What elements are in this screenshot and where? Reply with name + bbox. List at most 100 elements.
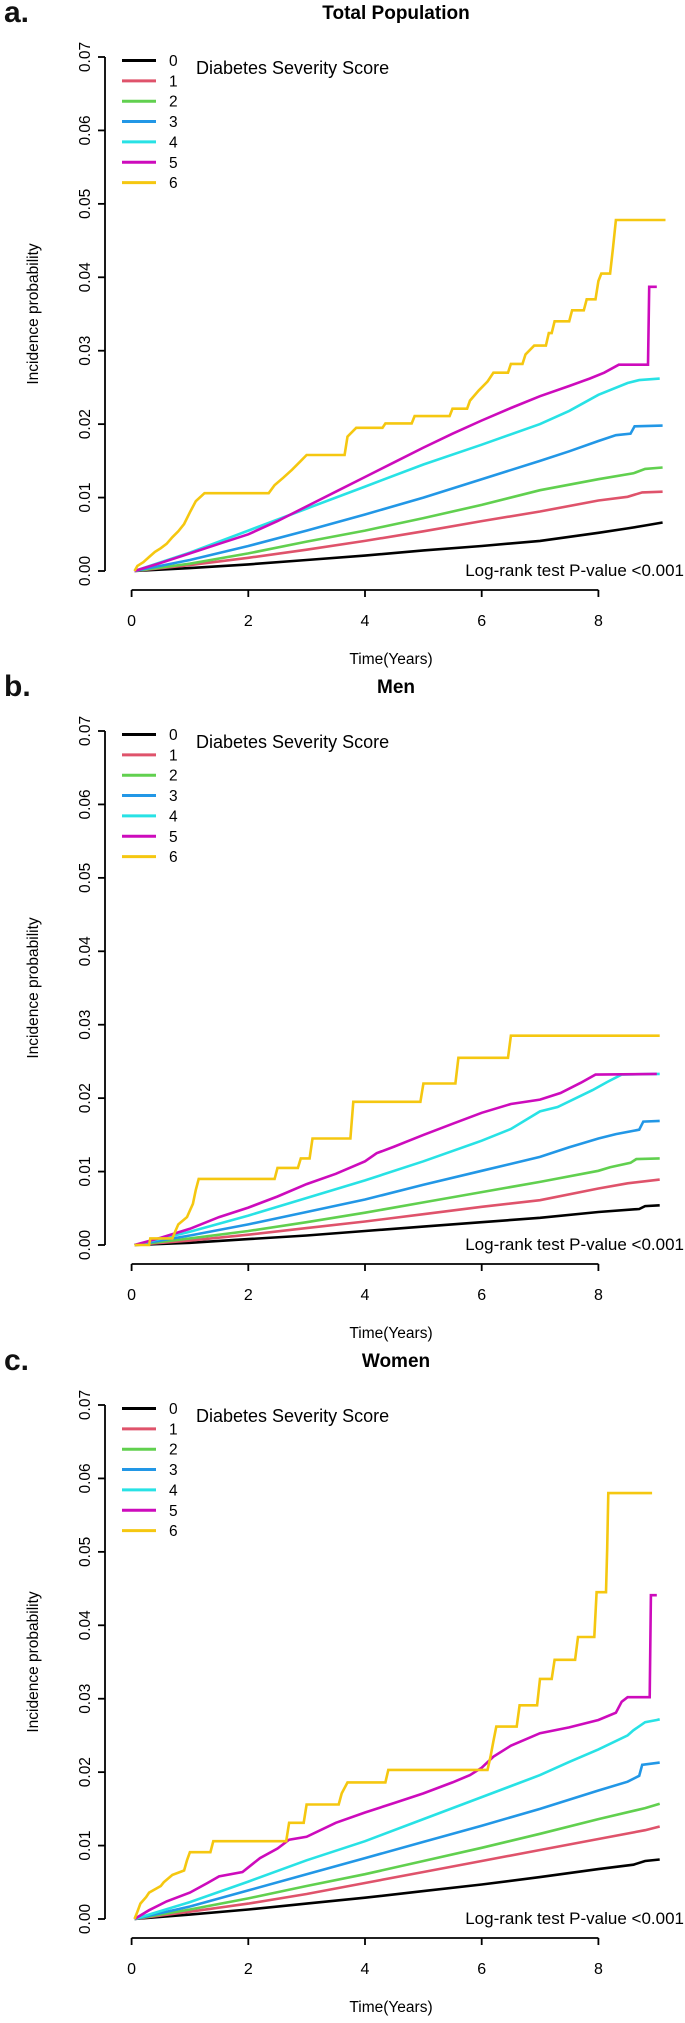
curve-dss-0 xyxy=(134,1204,660,1247)
page-title: Total Population xyxy=(322,3,470,24)
x-tick-label: 6 xyxy=(477,1287,486,1304)
chart-men: 0.00 0.01 0.02 0.03 0.04 0.05 0.06 0.07 0 2 4 6 8 Inc… xyxy=(25,716,660,1342)
legend-label-3: 3 xyxy=(169,788,178,805)
y-tick-label: 0.07 xyxy=(77,1390,94,1420)
legend-label-0: 0 xyxy=(169,1401,178,1418)
y-tick-label: 0.05 xyxy=(77,189,94,219)
x-axis-title: Time(Years) xyxy=(349,1325,432,1342)
y-tick-label: 0.04 xyxy=(77,1610,94,1641)
legend-label-3: 3 xyxy=(169,114,178,131)
curve-dss-3 xyxy=(134,1761,660,1921)
curve-dss-6 xyxy=(134,1034,660,1247)
y-axis-title: Incidence probability xyxy=(25,917,42,1059)
legend-label-1: 1 xyxy=(169,747,178,764)
legend-label-1: 1 xyxy=(169,73,178,90)
chart-women: 0.00 0.01 0.02 0.03 0.04 0.05 0.06 0.07 0 2 4 6 8 Inc… xyxy=(25,1390,661,2016)
y-tick-label: 0.00 xyxy=(77,556,94,587)
legend-label-6: 6 xyxy=(169,1523,178,1540)
legend-title: Diabetes Severity Score xyxy=(196,1406,390,1426)
x-axis-title: Time(Years) xyxy=(349,651,432,668)
y-tick-label: 0.07 xyxy=(77,716,94,746)
y-tick-label: 0.05 xyxy=(77,1537,94,1567)
curve-dss-1 xyxy=(134,1178,660,1247)
logrank-pvalue-note: Log-rank test P-value <0.001 xyxy=(465,1235,684,1254)
x-tick-label: 0 xyxy=(127,613,136,630)
y-tick-label: 0.00 xyxy=(77,1230,94,1261)
y-tick-label: 0.04 xyxy=(77,262,94,293)
curve-dss-2 xyxy=(134,466,663,573)
curve-dss-2 xyxy=(134,1157,660,1247)
y-tick-label: 0.01 xyxy=(77,1156,94,1186)
x-tick-label: 4 xyxy=(361,1287,370,1304)
legend-label-1: 1 xyxy=(169,1421,178,1438)
y-axis-title: Incidence probability xyxy=(25,1591,42,1733)
curve-dss-1 xyxy=(134,1825,661,1921)
legend-label-4: 4 xyxy=(169,1482,178,1499)
y-axis-title: Incidence probability xyxy=(25,243,42,385)
x-tick-label: 2 xyxy=(244,1287,253,1304)
panel-women: c. Women 0.00 0.01 0.02 0.03 0.04 0.05 0.06 0.0… xyxy=(0,1344,685,2023)
legend-label-2: 2 xyxy=(169,1442,178,1459)
curve-dss-4 xyxy=(134,1718,661,1921)
x-tick-label: 2 xyxy=(244,1961,253,1978)
curve-dss-0 xyxy=(134,1858,660,1921)
panel-men: b. Men 0.00 0.01 0.02 0.03 0.04 0.05 0.06 0.07 0… xyxy=(0,670,685,1348)
curve-dss-4 xyxy=(134,1072,660,1247)
y-tick-label: 0.06 xyxy=(77,1463,94,1493)
curve-dss-6 xyxy=(133,218,666,572)
x-tick-label: 8 xyxy=(594,1287,603,1304)
y-tick-label: 0.02 xyxy=(77,1757,94,1787)
x-tick-label: 4 xyxy=(361,613,370,630)
legend-label-0: 0 xyxy=(169,727,178,744)
y-tick-label: 0.07 xyxy=(77,42,94,72)
legend-label-4: 4 xyxy=(169,134,178,151)
x-tick-label: 8 xyxy=(594,613,603,630)
panel-letter: b. xyxy=(4,670,31,703)
legend-label-2: 2 xyxy=(169,94,178,111)
y-tick-label: 0.03 xyxy=(77,1010,94,1040)
curve-dss-1 xyxy=(134,490,663,573)
page-title: Men xyxy=(377,677,415,698)
curve-dss-3 xyxy=(134,1119,660,1247)
y-tick-label: 0.01 xyxy=(77,482,94,512)
x-tick-label: 8 xyxy=(594,1961,603,1978)
curve-dss-3 xyxy=(134,424,663,573)
x-tick-label: 0 xyxy=(127,1287,136,1304)
x-tick-label: 4 xyxy=(361,1961,370,1978)
legend-label-6: 6 xyxy=(169,849,178,866)
chart-total-population: 0.00 0.01 0.02 0.03 0.04 0.05 0.06 0.07 0 2 4 6 8 Inc… xyxy=(25,42,666,668)
curve-dss-0 xyxy=(134,521,663,573)
y-tick-label: 0.02 xyxy=(77,1083,94,1113)
y-tick-label: 0.03 xyxy=(77,1684,94,1714)
x-axis-title: Time(Years) xyxy=(349,1999,432,2016)
curve-dss-4 xyxy=(134,377,660,573)
page-title: Women xyxy=(361,1351,431,1372)
x-tick-label: 0 xyxy=(127,1961,136,1978)
x-tick-label: 2 xyxy=(244,613,253,630)
x-tick-label: 6 xyxy=(477,613,486,630)
y-tick-label: 0.02 xyxy=(77,409,94,439)
curve-dss-6 xyxy=(133,1491,653,1920)
x-tick-label: 6 xyxy=(477,1961,486,1978)
legend-label-5: 5 xyxy=(169,829,178,846)
y-tick-label: 0.00 xyxy=(77,1904,94,1935)
legend-label-5: 5 xyxy=(169,155,178,172)
curve-dss-5 xyxy=(134,1072,657,1247)
legend-title: Diabetes Severity Score xyxy=(196,58,390,78)
legend-label-6: 6 xyxy=(169,175,178,192)
panel-total-population: a. Total Population 0.00 0.01 0.02 0.03 0.04… xyxy=(0,0,685,674)
legend-label-2: 2 xyxy=(169,768,178,785)
legend-label-3: 3 xyxy=(169,1462,178,1479)
y-tick-label: 0.03 xyxy=(77,336,94,366)
y-tick-label: 0.06 xyxy=(77,789,94,819)
legend-label-0: 0 xyxy=(169,53,178,70)
logrank-pvalue-note: Log-rank test P-value <0.001 xyxy=(465,561,684,580)
legend-label-4: 4 xyxy=(169,808,178,825)
curve-dss-5 xyxy=(133,1593,657,1921)
y-tick-label: 0.06 xyxy=(77,115,94,145)
legend-title: Diabetes Severity Score xyxy=(196,732,390,752)
legend-label-5: 5 xyxy=(169,1503,178,1520)
y-tick-label: 0.05 xyxy=(77,863,94,893)
panel-letter: a. xyxy=(4,0,30,29)
